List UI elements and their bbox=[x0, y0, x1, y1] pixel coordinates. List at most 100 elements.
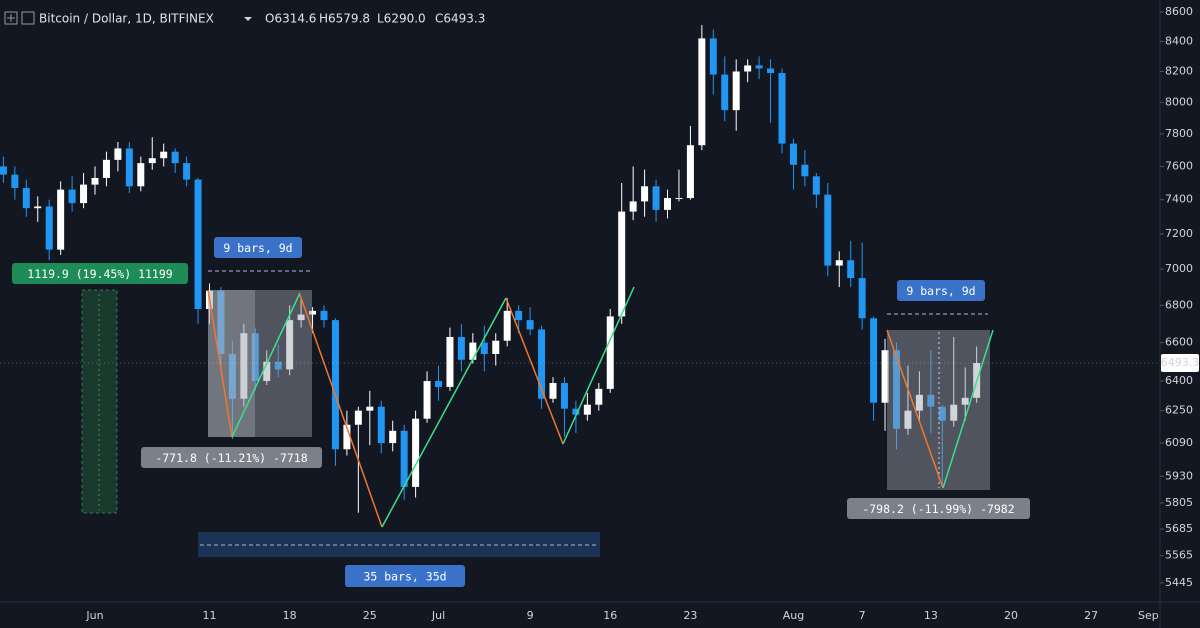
dropdown[interactable] bbox=[244, 17, 252, 21]
annotation-box bbox=[214, 237, 302, 258]
x-tick-label: 9 bbox=[527, 609, 534, 622]
candle-body bbox=[767, 68, 775, 74]
candle-body bbox=[858, 278, 866, 319]
candle-body bbox=[675, 198, 683, 200]
symbol[interactable]: Bitcoin / Dollar, 1D, BITFINEX bbox=[39, 12, 214, 26]
axis-panel bbox=[1160, 0, 1200, 628]
candle-body bbox=[618, 211, 626, 317]
icon[interactable] bbox=[4, 11, 18, 25]
candle-body bbox=[400, 430, 408, 487]
arrow bbox=[562, 286, 635, 445]
candle-body bbox=[377, 406, 385, 444]
candle-body bbox=[538, 329, 546, 399]
candle-body bbox=[870, 318, 878, 403]
candle-body bbox=[228, 354, 236, 399]
candle-body bbox=[11, 174, 19, 188]
candle-body bbox=[0, 166, 7, 175]
icon[interactable] bbox=[21, 11, 35, 25]
candle-body bbox=[423, 381, 431, 419]
arrow bbox=[231, 292, 301, 438]
annotation-box bbox=[847, 498, 1030, 519]
candle-body bbox=[240, 333, 248, 399]
annotation-box bbox=[897, 280, 985, 301]
annotation-label: -798.2 (-11.99%) -7982 bbox=[862, 502, 1014, 516]
x-tick-label: 25 bbox=[363, 609, 377, 622]
annotation-label: -771.8 (-11.21%) -7718 bbox=[155, 451, 307, 465]
candle-body bbox=[778, 73, 786, 144]
candle-body bbox=[343, 424, 351, 450]
candle-body bbox=[824, 194, 832, 266]
candle-body bbox=[354, 410, 362, 425]
candle-body bbox=[194, 179, 202, 310]
candle-body bbox=[526, 320, 534, 330]
annotation-label: 1119.9 (19.45%) 11199 bbox=[27, 267, 172, 281]
ohlc-low: L6290.0 bbox=[377, 12, 426, 26]
y-tick-label: 5805 bbox=[1165, 496, 1193, 509]
candle-body bbox=[309, 310, 317, 315]
candle-body bbox=[366, 406, 374, 411]
arrow bbox=[886, 329, 944, 489]
candle-body bbox=[22, 187, 30, 209]
candle-body bbox=[732, 71, 740, 111]
candle-body bbox=[560, 383, 568, 409]
y-tick-label: 8000 bbox=[1165, 95, 1193, 108]
y-tick-label: 5685 bbox=[1165, 522, 1193, 535]
annotation-box bbox=[12, 263, 188, 284]
y-tick-label: 7000 bbox=[1165, 262, 1193, 275]
range-box bbox=[208, 290, 255, 437]
x-tick-label: 23 bbox=[683, 609, 697, 622]
candle-body bbox=[950, 404, 958, 421]
candle-body bbox=[572, 408, 580, 415]
candle-body bbox=[102, 159, 110, 178]
candle-body bbox=[915, 394, 923, 411]
arrow bbox=[381, 297, 507, 528]
candle-body bbox=[435, 381, 442, 387]
header: Bitcoin / Dollar, 1D, BITFINEX O6314.6 H… bbox=[4, 11, 485, 26]
candle-body bbox=[755, 65, 763, 69]
last-price-box bbox=[1161, 353, 1199, 372]
candle-body bbox=[893, 350, 900, 429]
projection-arrows bbox=[207, 286, 994, 528]
candle-body bbox=[881, 350, 889, 403]
candle-body bbox=[812, 176, 820, 195]
y-tick-label: 7200 bbox=[1165, 227, 1193, 240]
candle-body bbox=[45, 206, 53, 250]
y-tick-label: 8600 bbox=[1165, 5, 1193, 18]
candle-body bbox=[389, 430, 397, 444]
candle-body bbox=[904, 410, 912, 429]
candle-body bbox=[686, 145, 694, 199]
candle-body bbox=[125, 148, 133, 187]
candle-body bbox=[446, 336, 454, 387]
candle-body bbox=[606, 316, 614, 389]
y-tick-label: 6250 bbox=[1165, 404, 1193, 417]
candle-body bbox=[652, 186, 660, 210]
candle-body bbox=[641, 186, 649, 202]
candle-body bbox=[274, 361, 282, 370]
candle-body bbox=[171, 151, 179, 164]
candle-body bbox=[515, 310, 523, 321]
y-tick-label: 8200 bbox=[1165, 64, 1193, 77]
candle-body bbox=[160, 151, 168, 159]
y-tick-label: 5930 bbox=[1165, 469, 1193, 482]
candle-body bbox=[34, 206, 42, 209]
candle-body bbox=[709, 38, 717, 75]
candle-body bbox=[480, 342, 488, 355]
x-tick-label: 20 bbox=[1004, 609, 1018, 622]
last-price-label: 6493.3 bbox=[1161, 356, 1200, 369]
candle-body bbox=[320, 310, 328, 321]
arrow bbox=[207, 289, 233, 438]
candle-body bbox=[595, 388, 603, 405]
y-tick-label: 5565 bbox=[1165, 549, 1193, 562]
candle-body bbox=[801, 164, 809, 177]
candle-body bbox=[492, 340, 500, 355]
candle-body bbox=[412, 418, 420, 487]
candle-body bbox=[91, 177, 99, 185]
y-tick-label: 6090 bbox=[1165, 436, 1193, 449]
candle-body bbox=[927, 394, 935, 407]
candle-body bbox=[789, 143, 797, 165]
annotation-box bbox=[141, 447, 322, 468]
candle-body bbox=[251, 333, 259, 382]
candle-body bbox=[503, 310, 511, 341]
